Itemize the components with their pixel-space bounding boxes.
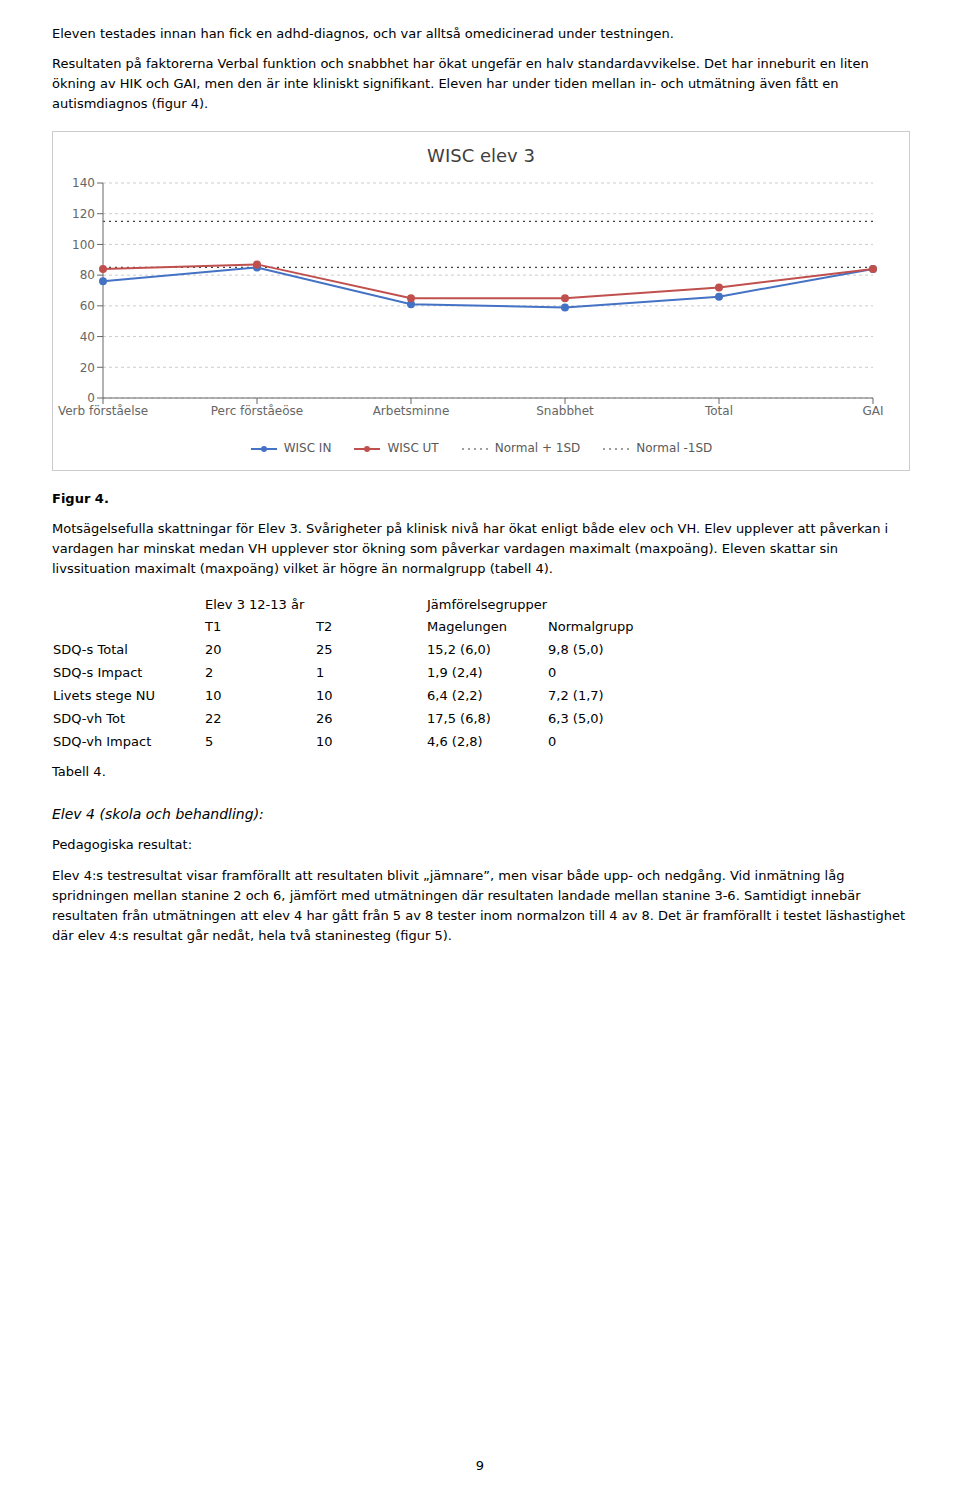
html-text:WISC IN: WISC IN <box>283 441 332 456</box>
html-text:T2: T2 <box>316 618 333 634</box>
html-text:Elev 4 (skola och behandling):: Elev 4 (skola och behandling): <box>52 805 264 822</box>
svg-text:0: 0 <box>87 392 95 406</box>
svg-text:Perc förståeöse: Perc förståeöse <box>211 404 303 418</box>
html-text:1,9 (2,4): 1,9 (2,4) <box>427 665 483 680</box>
html-text:Jämförelsegrupper: Jämförelsegrupper <box>427 596 548 612</box>
svg-text:140: 140 <box>72 177 95 191</box>
html-text:Elev 3 12-13 år: Elev 3 12-13 år <box>205 596 305 612</box>
svg-text:20: 20 <box>80 361 95 375</box>
html-text:7,2 (1,7): 7,2 (1,7) <box>548 688 604 704</box>
html-text:WISC elev 3: WISC elev 3 <box>427 144 535 166</box>
svg-text:40: 40 <box>80 330 95 344</box>
html-text:10: 10 <box>205 688 222 704</box>
html-text:Normalgrupp: Normalgrupp <box>548 618 634 634</box>
html-text:SDQ-s Total: SDQ-s Total <box>53 641 128 657</box>
html-text:10: 10 <box>316 734 333 750</box>
svg-text:60: 60 <box>80 300 95 314</box>
html-text:4,6 (2,8): 4,6 (2,8) <box>427 734 483 750</box>
svg-text:80: 80 <box>80 269 95 283</box>
html-text:Normal -1SD: Normal -1SD <box>636 441 713 456</box>
html-text:9,8 (5,0): 9,8 (5,0) <box>548 641 604 657</box>
html-text:10: 10 <box>316 688 333 704</box>
html-text:Resultaten på faktorerna Verba: Resultaten på faktorerna Verbal funktion… <box>52 56 869 112</box>
html-text:SDQ-s Impact: SDQ-s Impact <box>53 665 143 680</box>
html-text:Pedagogiska resultat:: Pedagogiska resultat: <box>52 837 193 853</box>
html-text:Elev 4:s testresultat visar fr: Elev 4:s testresultat visar framförallt … <box>52 867 906 943</box>
svg-text:120: 120 <box>72 207 95 221</box>
html-text:Normal + 1SD: Normal + 1SD <box>494 441 581 456</box>
html-text:Motsägelsefulla skattningar fö: Motsägelsefulla skattningar för Elev 3. … <box>52 521 889 577</box>
svg-text:GAI: GAI <box>862 404 883 418</box>
html-text:6,4 (2,2): 6,4 (2,2) <box>427 688 483 704</box>
html-text:SDQ-vh Impact: SDQ-vh Impact <box>53 734 152 750</box>
html-text:2: 2 <box>205 665 214 680</box>
html-text:WISC UT: WISC UT <box>387 441 439 456</box>
html-text:5: 5 <box>205 734 214 750</box>
html-text:17,5 (6,8): 17,5 (6,8) <box>427 711 491 727</box>
html-text:Livets stege NU: Livets stege NU <box>53 688 155 704</box>
html-text:Figur 4.: Figur 4. <box>52 491 109 506</box>
html-text:20: 20 <box>205 641 222 657</box>
html-text:15,2 (6,0): 15,2 (6,0) <box>427 641 491 657</box>
svg-text:Verb förståelse: Verb förståelse <box>58 404 148 418</box>
html-text:Magelungen: Magelungen <box>427 618 507 634</box>
html-text:0: 0 <box>548 734 557 750</box>
html-text:9: 9 <box>475 1457 485 1473</box>
svg-text:Total: Total <box>704 404 733 418</box>
svg-text:Snabbhet: Snabbhet <box>536 404 594 418</box>
html-text:0: 0 <box>548 665 557 680</box>
svg-text:Arbetsminne: Arbetsminne <box>373 404 450 418</box>
svg-text:100: 100 <box>72 238 95 252</box>
html-text:26: 26 <box>316 711 333 727</box>
html-text:Eleven testades innan han fick: Eleven testades innan han fick en adhd-d… <box>52 26 674 41</box>
html-text:25: 25 <box>316 641 333 657</box>
html-text:SDQ-vh Tot: SDQ-vh Tot <box>53 711 125 727</box>
html-text:22: 22 <box>205 711 222 727</box>
html-text:6,3 (5,0): 6,3 (5,0) <box>548 711 604 727</box>
html-text:T1: T1 <box>205 618 222 634</box>
html-text:1: 1 <box>316 665 325 680</box>
html-text:Tabell 4.: Tabell 4. <box>52 763 106 779</box>
